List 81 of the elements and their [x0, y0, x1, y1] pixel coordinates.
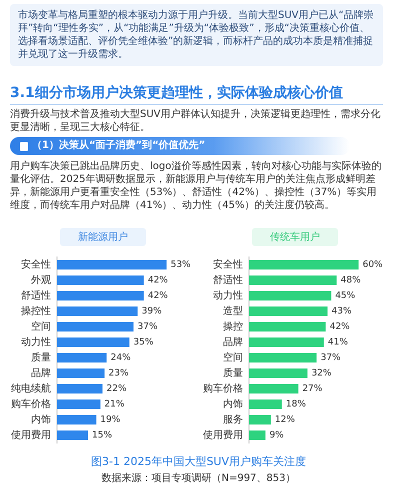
y-tick-label: 操控 [223, 320, 243, 332]
y-tick-label: 质量 [223, 366, 243, 379]
data-label: 60% [362, 260, 384, 270]
data-label: 37% [138, 322, 158, 332]
y-tick-label: 舒适性 [21, 289, 51, 302]
bar [57, 260, 167, 270]
bar [249, 275, 337, 286]
y-tick-label: 安全性 [21, 258, 51, 270]
y-tick-label: 动力性 [213, 289, 243, 302]
y-tick-label: 质量 [31, 351, 51, 364]
text: 消费升级与技术普及推动大型SUV用户群体认知提升，决策逻辑更趋理性，需求分化更显清晰，呈现三大核心特征。 [10, 108, 382, 134]
chart-title: 传统车用户 [252, 228, 338, 246]
data-label: 22% [106, 384, 127, 394]
bar [57, 322, 134, 332]
bar [57, 430, 88, 440]
data-label: 35% [133, 338, 154, 348]
text: （1）决策从“面子消费”到“价值优先” [32, 138, 206, 153]
y-tick-label: 品牌 [31, 366, 51, 379]
bar [249, 337, 324, 348]
y-tick-label: 造型 [223, 304, 243, 317]
y-tick-label: 空间 [223, 351, 243, 364]
data-label: 19% [100, 415, 121, 426]
data-label: 15% [92, 430, 112, 441]
bar [57, 306, 138, 316]
bar [249, 384, 298, 394]
y-tick-label: 品牌 [223, 336, 243, 348]
data-label: 42% [148, 276, 168, 286]
bar [57, 414, 96, 425]
bar [57, 368, 105, 378]
data-label: 42% [148, 291, 168, 302]
bar [249, 306, 328, 316]
caption: 图3-1 2025年中国大型SUV用户购车关注度 [90, 454, 307, 469]
bar [57, 384, 102, 394]
y-tick-label: 内饰 [31, 413, 51, 426]
source-note: 数据来源：项目专项调研（N=997、853） [100, 472, 297, 485]
y-tick-label: 使用费用 [11, 428, 51, 441]
text: 3.1细分市场用户决策更趋理性，实际体验成核心价值 [10, 84, 383, 105]
bar [57, 399, 100, 410]
y-tick-label: 购车价格 [11, 398, 51, 410]
data-label: 27% [302, 384, 323, 394]
bar [57, 290, 144, 301]
bar [249, 399, 282, 410]
chart-title: 新能源用户 [60, 228, 146, 246]
y-tick-label: 内饰 [223, 398, 243, 410]
bar [249, 260, 359, 270]
data-label: 42% [330, 322, 350, 332]
data-label: 12% [274, 415, 296, 426]
bar [249, 368, 308, 378]
bar [57, 337, 130, 348]
bar [249, 430, 266, 440]
text: 市场变革与格局重塑的根本驱动力源于用户升级。当前大型SUV用户已从“品牌崇拜”转向“理性务实”，从“功能满足”升级为“体验极致”，形成“决策重核心价值、选择看场景适配、评价凭全维体验”的新逻辑，而标杆产品的成功本质是精准捕捉并兑现了这一升级需求。 [10, 4, 383, 66]
y-tick-label: 纯电续航 [11, 382, 51, 394]
bar [249, 414, 271, 425]
y-tick-label: 使用费用 [203, 428, 243, 441]
data-label: 21% [104, 400, 125, 410]
y-tick-label: 购车价格 [203, 382, 243, 394]
bar [57, 352, 107, 363]
bar [249, 322, 326, 332]
data-label: 24% [110, 353, 132, 364]
data-label: 23% [108, 368, 130, 379]
y-tick-label: 舒适性 [213, 274, 243, 286]
bar [57, 275, 144, 286]
text: 用户购车决策已跳出品牌历史、logo溢价等感性因素，转向对核心功能与实际体验的量化评估。2025年调研数据显示，新能源用户与传统车用户的关注焦点形成鲜明差异，新能源用户更看重安全性（53%）、舒适性（42%）、操控性（37%）等实用维度，而传统车用户对品牌（41%）、动力性（45%）的关注度仍较高。 [10, 160, 382, 212]
y-tick-label: 外观 [31, 274, 51, 286]
y-tick-label: 安全性 [213, 258, 243, 270]
data-label: 43% [332, 306, 352, 317]
bar [249, 290, 332, 301]
data-label: 53% [170, 260, 192, 270]
data-label: 48% [340, 276, 362, 286]
data-label: 37% [320, 353, 342, 364]
y-tick-label: 动力性 [21, 336, 51, 348]
data-label: 39% [142, 306, 162, 317]
y-tick-label: 空间 [31, 320, 51, 332]
data-label: 32% [311, 368, 332, 379]
bar [249, 352, 317, 363]
data-label: 45% [335, 291, 356, 302]
y-tick-label: 服务 [223, 413, 243, 426]
data-label: 41% [328, 338, 348, 348]
y-tick-label: 操控性 [21, 304, 51, 317]
data-label: 18% [286, 400, 306, 410]
data-label: 9% [269, 430, 284, 441]
